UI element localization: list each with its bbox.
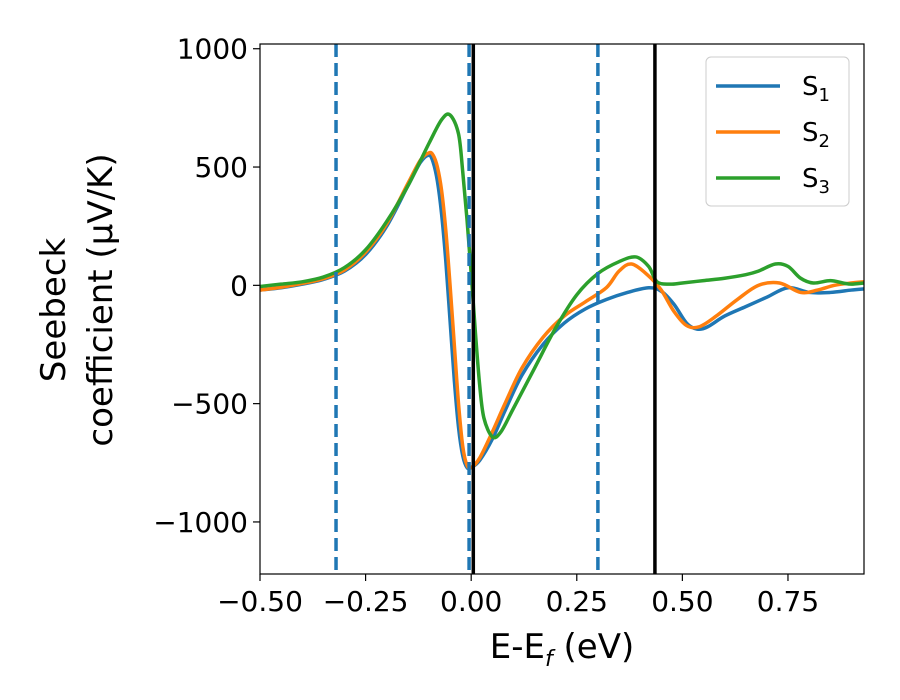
legend-label-s3: S3 — [802, 164, 830, 198]
x-tick-label: 0.25 — [546, 585, 608, 618]
x-axis-title: E-Ef (eV) — [490, 627, 635, 672]
y-tick-label: −1000 — [153, 506, 248, 539]
x-tick-label: −0.50 — [217, 585, 303, 618]
plot-frame — [259, 43, 865, 575]
y-tick-label: 500 — [195, 151, 248, 184]
series-line-s3 — [260, 112, 864, 440]
x-tick-label: −0.25 — [323, 585, 409, 618]
legend-label-s1: S1 — [802, 72, 830, 106]
legend-label-s2: S2 — [802, 118, 830, 152]
y-axis-title-line1: Seebeck — [34, 238, 74, 383]
y-tick-label: −500 — [171, 388, 248, 421]
x-tick-label: 0.00 — [440, 585, 502, 618]
y-tick-label: 1000 — [177, 33, 248, 66]
y-axis-title-line2: coefficient (μV/K) — [81, 153, 121, 446]
x-tick-label: 0.75 — [757, 585, 819, 618]
legend: S1 S2 S3 — [705, 56, 850, 207]
x-tick-label: 0.50 — [651, 585, 713, 618]
y-tick-label: 0 — [230, 269, 248, 302]
